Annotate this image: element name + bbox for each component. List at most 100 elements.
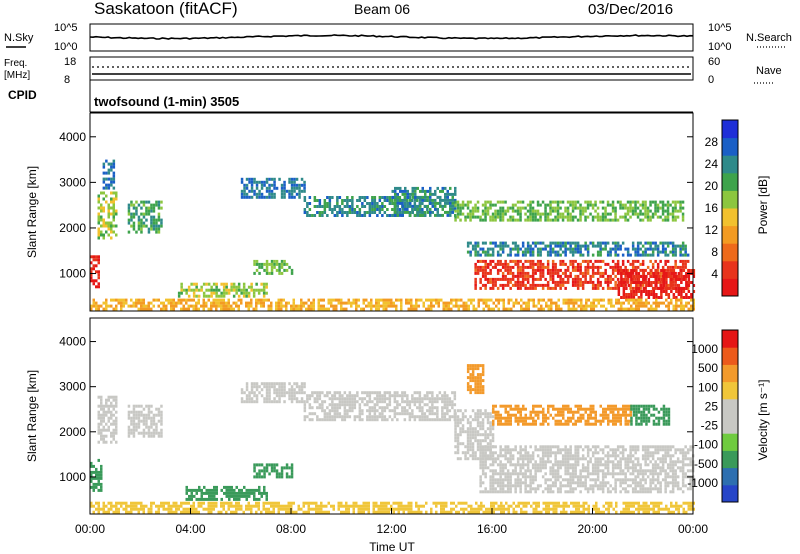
- heatmap-cell: [541, 445, 545, 449]
- heatmap-cell: [601, 218, 605, 222]
- heatmap-cell: [383, 418, 387, 422]
- heatmap-cell: [571, 203, 575, 207]
- heatmap-cell: [471, 206, 475, 210]
- heatmap-cell: [451, 207, 454, 211]
- heatmap-cell: [609, 218, 612, 222]
- heatmap-cell: [549, 241, 552, 245]
- heatmap-cell: [127, 221, 131, 225]
- heatmap-cell: [675, 304, 678, 308]
- heatmap-cell: [549, 218, 552, 222]
- heatmap-cell: [489, 268, 492, 272]
- heatmap-cell: [516, 277, 520, 281]
- heatmap-cell: [479, 218, 482, 222]
- heatmap-cell: [422, 304, 425, 308]
- heatmap-cell: [105, 401, 108, 405]
- heatmap-cell: [681, 460, 685, 464]
- heatmap-cell: [358, 412, 362, 416]
- heatmap-cell: [579, 445, 582, 449]
- heatmap-cell: [491, 215, 495, 219]
- heatmap-cell: [566, 466, 570, 470]
- heatmap-cell: [466, 433, 470, 437]
- heatmap-cell: [127, 203, 131, 207]
- heatmap-cell: [222, 304, 225, 308]
- heatmap-cell: [267, 307, 270, 311]
- heatmap-cell: [439, 201, 442, 205]
- heatmap-cell: [376, 394, 379, 398]
- heatmap-cell: [549, 286, 552, 290]
- heatmap-cell: [250, 388, 254, 392]
- heatmap-cell: [531, 478, 535, 482]
- heatmap-cell: [280, 183, 284, 187]
- heatmap-cell: [601, 286, 605, 290]
- heatmap-cell: [396, 412, 399, 416]
- heatmap-cell: [664, 490, 667, 494]
- heatmap-cell: [142, 304, 145, 308]
- heatmap-cell: [105, 221, 108, 225]
- heatmap-cell: [481, 265, 485, 269]
- heatmap-cell: [626, 460, 630, 464]
- heatmap-cell: [441, 394, 444, 398]
- heatmap-cell: [524, 463, 527, 467]
- heatmap-cell: [524, 490, 527, 494]
- heatmap-cell: [661, 200, 665, 204]
- heatmap-cell: [424, 192, 427, 196]
- heatmap-cell: [536, 200, 540, 204]
- heatmap-cell: [363, 199, 367, 202]
- heatmap-cell: [621, 478, 625, 482]
- heatmap-cell: [634, 265, 637, 269]
- heatmap-cell: [486, 415, 490, 419]
- heatmap-cell: [177, 294, 181, 298]
- heatmap-cell: [471, 215, 475, 219]
- heatmap-cell: [326, 412, 329, 416]
- heatmap-cell: [664, 469, 667, 473]
- heatmap-cell: [559, 247, 562, 251]
- heatmap-cell: [484, 241, 487, 245]
- heatmap-cell: [381, 205, 384, 208]
- heatmap-cell: [290, 186, 294, 190]
- heatmap-cell: [135, 413, 138, 417]
- heatmap-cell: [551, 274, 555, 278]
- heatmap-cell: [280, 385, 284, 389]
- heatmap-cell: [571, 241, 575, 245]
- heatmap-cell: [361, 202, 364, 205]
- heatmap-cell: [333, 394, 337, 398]
- heatmap-cell: [197, 288, 201, 292]
- heatmap-cell: [486, 421, 490, 425]
- heatmap-cell: [675, 275, 678, 278]
- heatmap-cell: [599, 271, 602, 275]
- heatmap-cell: [514, 472, 517, 476]
- heatmap-cell: [328, 196, 332, 199]
- heatmap-cell: [564, 466, 567, 470]
- heatmap-cell: [491, 280, 495, 284]
- heatmap-cell: [235, 304, 238, 308]
- heatmap-cell: [371, 406, 374, 410]
- heatmap-cell: [316, 418, 319, 422]
- heatmap-cell: [556, 469, 560, 473]
- heatmap-cell: [619, 265, 622, 269]
- heatmap-cell: [446, 210, 449, 214]
- heatmap-cell: [574, 466, 577, 470]
- heatmap-cell: [529, 203, 532, 207]
- heatmap-cell: [318, 418, 322, 422]
- heatmap-cell: [586, 250, 590, 254]
- heatmap-cell: [290, 391, 294, 395]
- heatmap-cell: [462, 301, 465, 305]
- heatmap-cell: [514, 445, 517, 449]
- heatmap-cell: [551, 286, 555, 290]
- heatmap-cell: [102, 440, 105, 444]
- heatmap-cell: [392, 304, 395, 308]
- heatmap-cell: [640, 298, 643, 302]
- heatmap-cell: [459, 212, 462, 216]
- heatmap-cell: [215, 307, 218, 311]
- heatmap-cell: [331, 211, 334, 214]
- heatmap-cell: [479, 415, 482, 419]
- heatmap-cell: [97, 218, 100, 222]
- heatmap-cell: [631, 244, 635, 248]
- heatmap-cell: [551, 475, 555, 479]
- heatmap-cell: [519, 286, 522, 290]
- heatmap-cell: [611, 454, 615, 458]
- heatmap-cell: [634, 457, 637, 461]
- heatmap-cell: [383, 397, 387, 401]
- heatmap-cell: [431, 192, 434, 196]
- heatmap-cell: [564, 206, 567, 210]
